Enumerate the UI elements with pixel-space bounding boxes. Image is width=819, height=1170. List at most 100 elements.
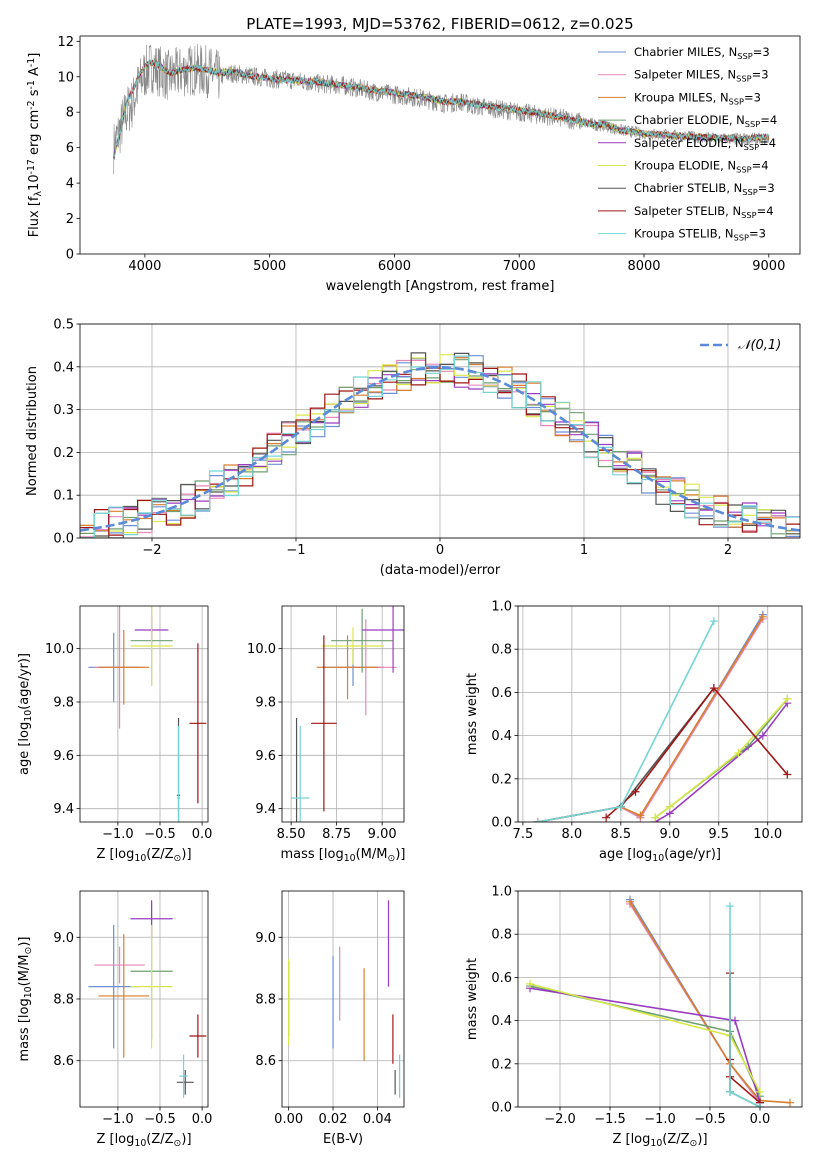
y-tick-label: 0 xyxy=(66,248,74,263)
label-segment: SSP xyxy=(744,142,759,152)
label-segment: Kroupa ELODIE, N xyxy=(634,159,736,173)
axes-age_vs_mass: 8.50 8.75 9.00 9.4 9.6 9.8 10.0 mass [log10(M/M… xyxy=(247,605,406,864)
label-segment: 10 xyxy=(344,853,356,864)
y-tick-label: 0.6 xyxy=(491,686,512,701)
label-segment: (data-model)/error xyxy=(380,563,501,578)
x-tick-label: 2 xyxy=(724,543,732,558)
label-segment: erg cm xyxy=(27,110,42,159)
label-segment: Salpeter ELODIE, N xyxy=(634,136,744,150)
y-axis-label: mass weight xyxy=(465,673,480,755)
weight-point-marker xyxy=(756,1087,764,1096)
y-axis-label: mass weight xyxy=(465,958,480,1040)
label-segment: (age/yr)] xyxy=(17,653,32,710)
legend-entry: Chabrier ELODIE, NSSP=4 xyxy=(634,113,777,129)
label-segment: -1 xyxy=(26,80,37,89)
weight-point-marker xyxy=(665,802,674,811)
y-tick-label: 0.0 xyxy=(491,1101,512,1116)
y-tick-label: 8.8 xyxy=(255,993,276,1008)
y-tick-label: 9.8 xyxy=(53,696,74,711)
label-segment: )] xyxy=(181,1132,191,1147)
weight-series-line xyxy=(537,614,764,822)
label-segment: )] xyxy=(181,847,191,862)
label-segment: s xyxy=(27,89,42,100)
weight-point-marker xyxy=(636,811,645,820)
weight-series-line xyxy=(629,899,761,1104)
weight-series-line xyxy=(537,616,764,822)
legend-entry: Chabrier STELIB, NSSP=3 xyxy=(634,181,775,197)
label-segment: wavelength [Angstrom, rest frame] xyxy=(326,279,555,294)
histogram-series xyxy=(80,367,800,538)
x-axis-label: mass [log10(M/M⊙)] xyxy=(281,847,406,864)
x-tick-label: 7000 xyxy=(503,259,536,274)
x-tick-label: 8.5 xyxy=(610,827,631,842)
label-segment: =4 xyxy=(759,136,776,150)
label-segment: mass weight xyxy=(465,958,480,1040)
x-tick-label: 8.75 xyxy=(322,827,351,842)
label-segment: -17 xyxy=(26,159,37,174)
weight-point-marker xyxy=(533,818,542,822)
weight-point-marker xyxy=(783,770,792,779)
label-segment: Kroupa STELIB, N xyxy=(634,227,734,241)
y-tick-label: 8.8 xyxy=(53,993,74,1008)
label-segment: )] xyxy=(17,937,32,947)
plot-area xyxy=(88,606,207,822)
y-tick-label: 1.0 xyxy=(491,600,512,615)
label-segment: ⊙ xyxy=(690,1138,698,1149)
label-segment: SSP xyxy=(741,210,756,220)
weight-point-marker xyxy=(786,1098,794,1107)
y-tick-label: 0.0 xyxy=(491,816,512,831)
label-segment: =3 xyxy=(753,45,770,59)
x-tick-label: 6000 xyxy=(378,259,411,274)
label-segment: (Z/Z xyxy=(146,847,173,862)
weight-series-line xyxy=(529,983,761,1093)
label-segment: λ xyxy=(33,190,44,196)
label-segment: Salpeter MILES, N xyxy=(634,68,736,82)
spectrum-data-line xyxy=(113,43,769,175)
x-tick-label: 8000 xyxy=(627,259,660,274)
x-tick-label: 5000 xyxy=(253,259,286,274)
y-axis-label: Normed distribution xyxy=(25,366,40,496)
y-tick-label: 0.4 xyxy=(491,729,512,744)
axes-weight_vs_Z: −2.0 −1.5 −1.0 −0.5 0.0 0.0 0.2 0.4 0.6 0.8 1.0 Z [… xyxy=(465,885,803,1149)
axes-weight_vs_age: 7.5 8.0 8.5 9.0 9.5 10.0 0.0 0.2 0.4 0.6 0.8 1.0 age… xyxy=(465,600,803,864)
y-tick-label: 0.8 xyxy=(491,928,512,943)
weight-point-marker xyxy=(758,731,767,740)
legend-entry: Salpeter ELODIE, NSSP=4 xyxy=(634,136,776,152)
y-tick-label: 0.6 xyxy=(491,971,512,986)
y-tick-label: 0.2 xyxy=(491,1057,512,1072)
y-tick-label: 0.2 xyxy=(491,772,512,787)
x-axis-label: (data-model)/error xyxy=(380,563,501,578)
x-tick-label: −1.0 xyxy=(644,1112,676,1127)
plot-area xyxy=(533,610,792,822)
label-segment: 10 xyxy=(134,1138,146,1149)
y-axis-label: mass [log10(M/M⊙)] xyxy=(17,937,34,1062)
axes-frame xyxy=(517,605,803,823)
label-segment: =3 xyxy=(758,181,775,195)
weight-point-marker xyxy=(626,897,634,906)
label-segment: =3 xyxy=(744,90,761,104)
x-tick-label: −0.5 xyxy=(694,1112,726,1127)
y-tick-label: 8.6 xyxy=(53,1054,74,1069)
label-segment: )] xyxy=(697,1132,707,1147)
weight-series-line xyxy=(537,687,715,822)
label-segment: (M/M xyxy=(17,955,32,987)
x-tick-label: 9.5 xyxy=(708,827,729,842)
weight-point-marker xyxy=(758,612,767,621)
weight-series-line xyxy=(729,906,761,1107)
label-segment: (age/yr)] xyxy=(664,847,721,862)
plot-area xyxy=(113,43,770,175)
label-segment: -1 xyxy=(26,58,37,67)
label-segment: SSP xyxy=(729,96,744,106)
axes-residuals: −2 −1 0 1 2 0.0 0.1 0.2 0.3 0.4 0.5 (data-model)/er… xyxy=(25,318,801,578)
y-tick-label: 9.0 xyxy=(53,931,74,946)
axes-frame xyxy=(281,605,405,823)
axes-spectrum: 4000 5000 6000 7000 8000 9000 0 2 4 6 8 10 12 wavelen… xyxy=(26,35,801,294)
label-segment: mass [log xyxy=(281,847,344,862)
label-segment: Normed distribution xyxy=(25,366,40,496)
weight-series-line xyxy=(654,702,788,822)
y-tick-label: 0.4 xyxy=(53,360,74,375)
x-tick-label: −0.5 xyxy=(144,827,176,842)
y-tick-label: 0.0 xyxy=(53,532,74,547)
x-tick-label: 10.0 xyxy=(753,827,782,842)
